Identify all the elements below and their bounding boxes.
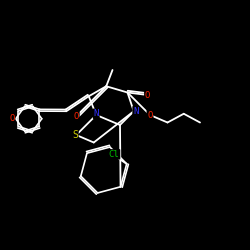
Text: Cl: Cl: [109, 150, 120, 159]
Text: O: O: [145, 90, 150, 100]
Text: O: O: [9, 114, 15, 123]
Text: O: O: [74, 112, 79, 121]
Text: N: N: [133, 107, 138, 116]
Text: O: O: [147, 110, 153, 120]
Text: S: S: [72, 130, 78, 140]
Text: N: N: [94, 109, 99, 118]
